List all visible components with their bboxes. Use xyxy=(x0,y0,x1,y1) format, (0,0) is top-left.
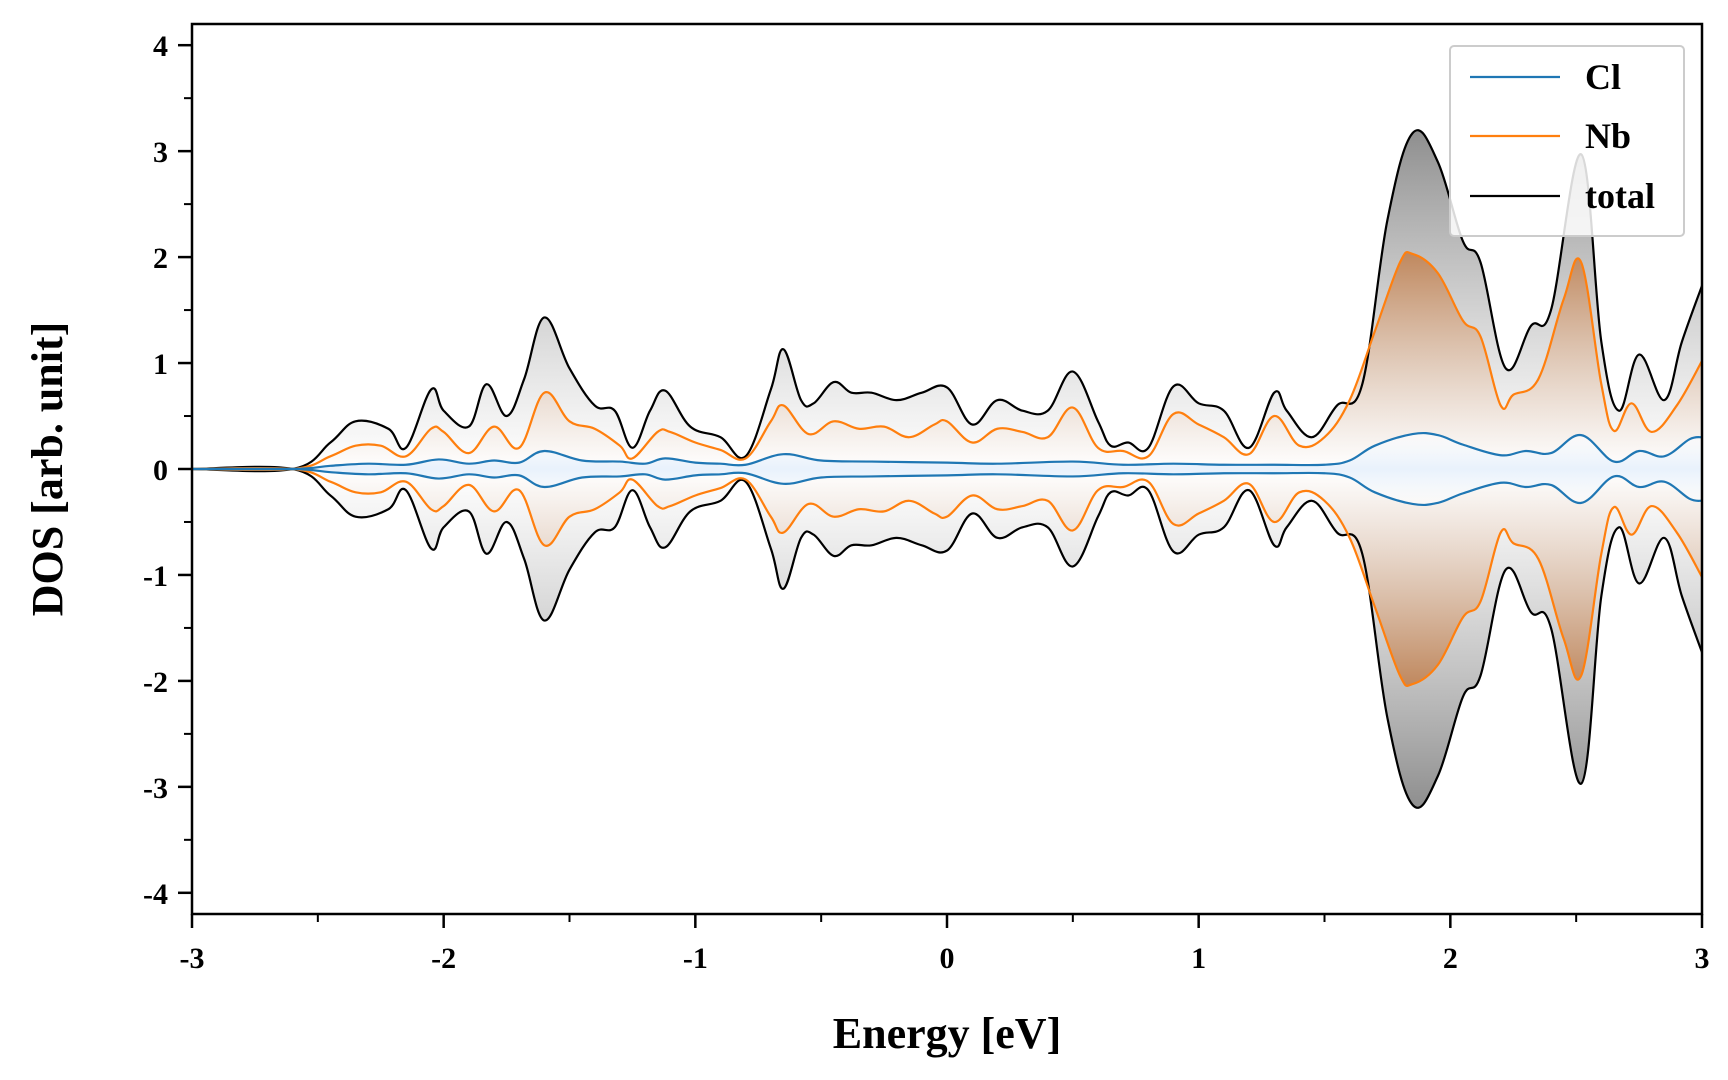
y-tick-label: 3 xyxy=(153,136,168,169)
x-tick-label: 0 xyxy=(940,942,955,975)
fill-cl xyxy=(192,433,1702,505)
x-axis-title: Energy [eV] xyxy=(833,1009,1062,1058)
y-tick-label: 1 xyxy=(153,348,168,381)
line-layer xyxy=(192,129,1702,809)
y-tick-label: -2 xyxy=(143,666,168,699)
legend: Cl Nb total xyxy=(1449,45,1685,237)
y-tick-label: 0 xyxy=(153,454,168,487)
x-tick-label: -2 xyxy=(431,942,456,975)
series-line-total-positive xyxy=(192,129,1702,473)
legend-label-cl: Cl xyxy=(1585,57,1621,97)
series-line-nb-negative xyxy=(192,466,1702,688)
series-line-nb-positive xyxy=(192,250,1702,472)
y-tick-label: 2 xyxy=(153,242,168,275)
x-tick-label: -1 xyxy=(683,942,708,975)
legend-box xyxy=(1449,45,1685,237)
tick-layer: -3 -2 -1 0 1 2 3 -4 -3 -2 -1 0 1 2 3 4 xyxy=(143,30,1710,975)
x-tick-label: 3 xyxy=(1695,942,1710,975)
y-tick-label: -1 xyxy=(143,560,168,593)
series-line-cl-positive xyxy=(192,431,1702,471)
series-line-cl-negative xyxy=(192,467,1702,507)
x-tick-label: 2 xyxy=(1443,942,1458,975)
legend-label-total: total xyxy=(1585,176,1655,216)
x-tick-label: -3 xyxy=(180,942,205,975)
fill-layer xyxy=(192,130,1702,808)
legend-label-nb: Nb xyxy=(1585,116,1631,156)
y-tick-label: -4 xyxy=(143,878,168,911)
x-tick-label: 1 xyxy=(1191,942,1206,975)
y-tick-label: 4 xyxy=(153,30,168,63)
y-tick-label: -3 xyxy=(143,772,168,805)
y-axis-title: DOS [arb. unit] xyxy=(23,322,72,617)
series-line-total-negative xyxy=(192,465,1702,809)
